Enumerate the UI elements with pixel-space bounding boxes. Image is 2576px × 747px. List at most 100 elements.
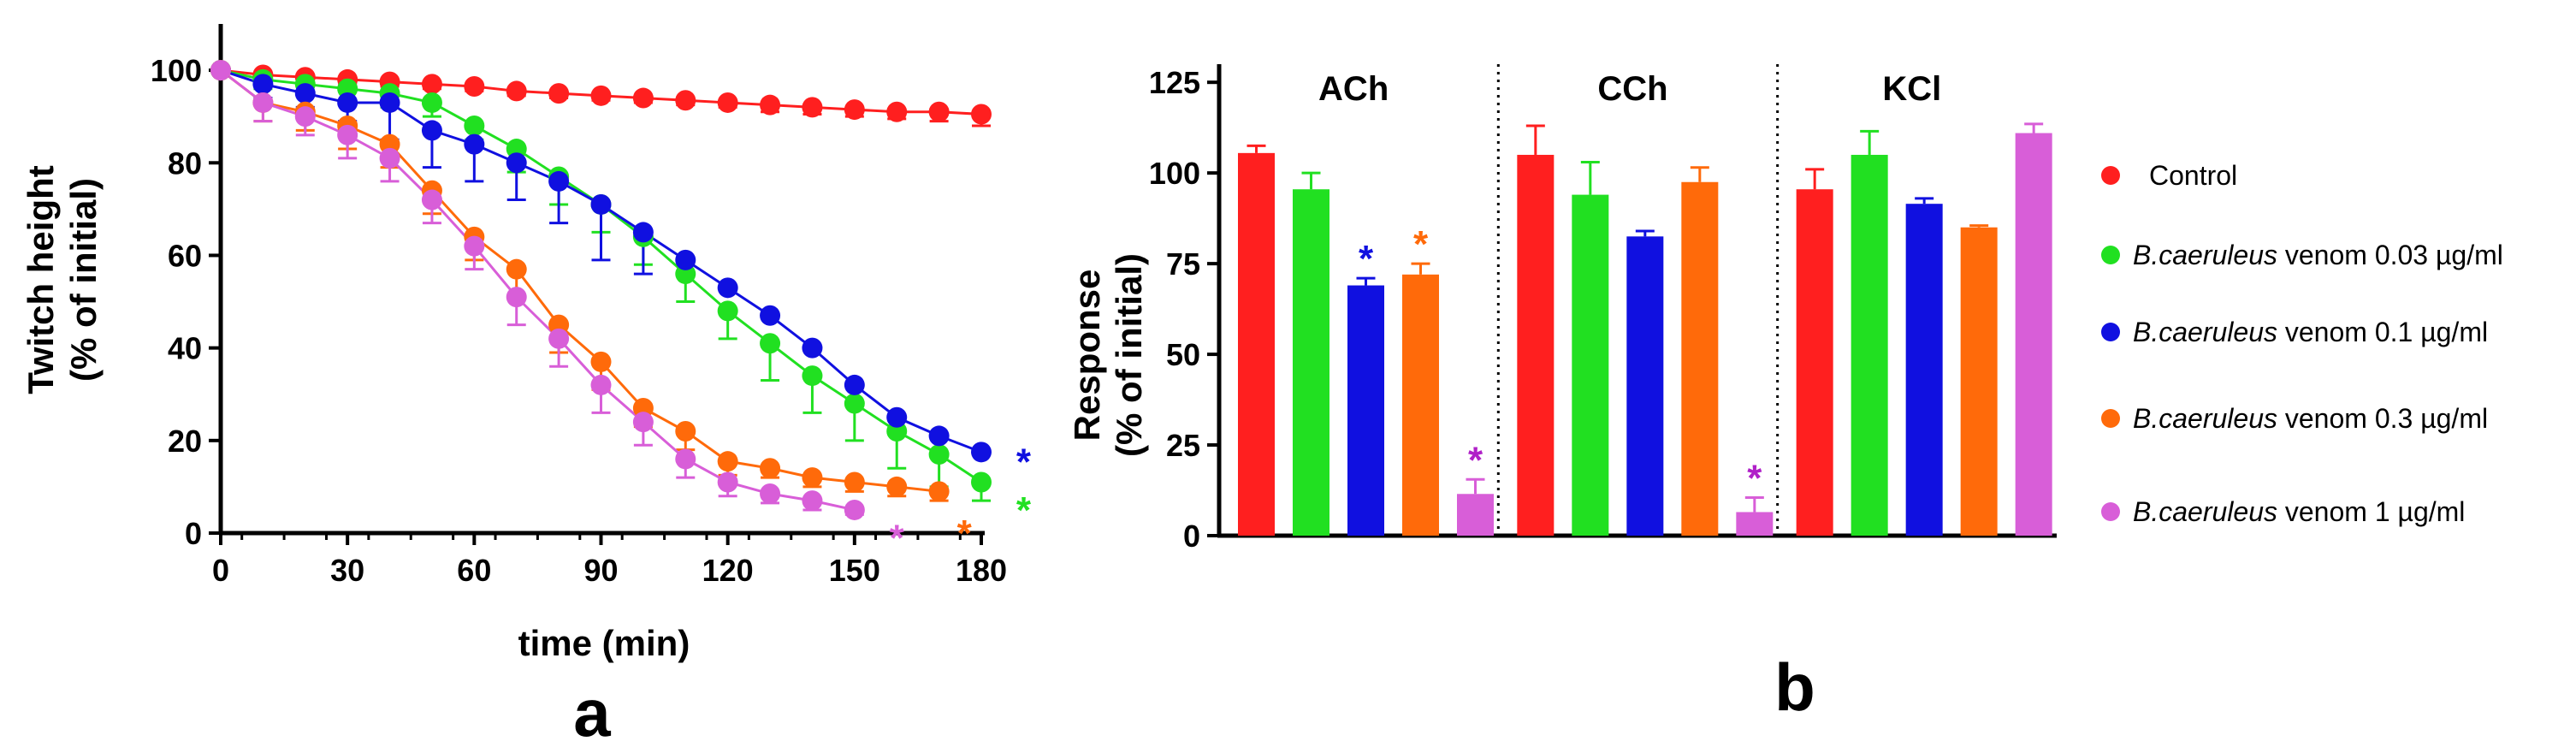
panel-a-data-point [590, 351, 612, 372]
panel-a-data-point [464, 116, 485, 136]
panel-a-data-point [928, 101, 950, 122]
legend-entry-text: venom 0.3 µg/ml [2277, 403, 2488, 434]
panel-a-data-point [844, 393, 865, 414]
panel-b-y-tick-label: 50 [1166, 337, 1200, 372]
legend-entry: Control [2149, 160, 2237, 191]
panel-a-significance-star: * [890, 518, 905, 560]
panel-a-y-tick-label: 100 [151, 53, 202, 88]
panel-a-data-point [337, 92, 358, 113]
panel-a-data-point [844, 499, 865, 520]
panel-a-data-point [675, 90, 696, 111]
panel-a-significance-star: * [1016, 441, 1032, 483]
panel-a-data-point [506, 258, 527, 280]
panel-b-significance-star: * [1468, 439, 1483, 481]
panel-a-data-point [294, 106, 316, 127]
panel-b-y-tick-label: 75 [1166, 246, 1200, 282]
panel-a-data-point [802, 467, 823, 489]
panel-a-significance-star: * [1016, 489, 1032, 531]
panel-a-data-point [421, 74, 442, 95]
panel-b-y-axis-label-line2: (% of initial) [1109, 253, 1149, 457]
legend-species-name: B.caeruleus [2133, 403, 2277, 434]
panel-a-data-point [802, 490, 823, 512]
panel-b-group-label: KCl [1882, 70, 1941, 108]
panel-a-data-point [717, 277, 738, 299]
legend-entry-text: venom 0.1 µg/ml [2277, 317, 2488, 347]
panel-a-data-point [464, 133, 485, 155]
panel-a-data-point [294, 83, 316, 104]
panel-a-data-point [421, 189, 442, 210]
panel-a-data-point [675, 448, 696, 470]
panel-a-x-tick-label: 120 [702, 553, 754, 588]
panel-a-data-point [971, 104, 992, 125]
panel-a-data-point [844, 99, 865, 121]
legend: Control B.caeruleus venom 0.03 µg/ml B.cae… [2101, 160, 2503, 527]
panel-a-data-point [210, 60, 231, 81]
panel-a-series-line [220, 68, 982, 483]
legend-entry-text: venom 0.03 µg/ml [2277, 240, 2503, 270]
legend-entry-text: Control [2149, 160, 2237, 191]
panel-b-y-axis-label-line1: Response [1067, 270, 1107, 442]
panel-a-data-point [632, 412, 654, 433]
panel-a-data-point [886, 406, 908, 428]
panel-b-bar [1851, 154, 1888, 536]
panel-a-label: a [573, 675, 611, 747]
panel-a-data-point [590, 85, 612, 106]
panel-b-bar-chart: Response (% of initial) b 0 25 50 75 100 125 A… [1067, 64, 2057, 725]
panel-a-data-point [421, 92, 442, 113]
legend-marker [2101, 409, 2120, 428]
panel-b-bar [1796, 189, 1833, 536]
legend-marker [2101, 246, 2120, 264]
panel-a-data-point [802, 97, 823, 118]
panel-b-bar [2015, 133, 2052, 536]
panel-a-data-point [632, 87, 654, 109]
panel-a-data-point [717, 451, 738, 472]
panel-a-data-point [760, 333, 781, 354]
panel-b-label: b [1774, 649, 1815, 725]
legend-marker [2101, 323, 2120, 341]
panel-b-bar [1402, 274, 1439, 536]
panel-a-data-point [717, 471, 738, 493]
panel-a-data-point [464, 235, 485, 257]
panel-a-data-point [844, 471, 865, 493]
panel-a-data-point [421, 120, 442, 141]
panel-a-data-point [760, 458, 781, 479]
panel-b-significance-star: * [1747, 457, 1762, 499]
panel-a-data-point [548, 170, 570, 192]
panel-b-bar [1736, 512, 1774, 536]
panel-a-data-point [886, 101, 908, 122]
legend-species-name: B.caeruleus [2133, 496, 2277, 527]
panel-a-data-point [252, 92, 274, 113]
panel-a-y-tick-label: 40 [168, 331, 202, 366]
panel-a-data-point [506, 287, 527, 308]
panel-a-data-point [379, 147, 400, 169]
panel-b-group-label: CCh [1597, 70, 1667, 108]
panel-a-data-point [252, 74, 274, 95]
panel-b-bar [1517, 154, 1554, 536]
panel-b-bar [1293, 189, 1329, 536]
panel-a-y-tick-label: 0 [185, 516, 202, 551]
panel-a-x-tick-label: 90 [583, 553, 618, 588]
panel-a-data-point [590, 374, 612, 395]
panel-a-x-tick-label: 0 [212, 553, 229, 588]
legend-marker [2101, 502, 2120, 521]
panel-a-data-point [548, 83, 570, 104]
panel-a-data-point [717, 300, 738, 322]
panel-a-line-chart: Twitch height (% of initial) time (min) … [21, 24, 1032, 747]
legend-species-name: B.caeruleus [2133, 317, 2277, 347]
panel-a-y-tick-label: 20 [168, 424, 202, 459]
panel-b-y-tick-label: 100 [1149, 156, 1200, 191]
panel-a-data-point [928, 444, 950, 465]
panel-a-data-point [886, 476, 908, 497]
panel-a-series-line [220, 68, 939, 493]
legend-entry: B.caeruleus venom 1 µg/ml [2133, 496, 2465, 527]
panel-a-x-axis-label: time (min) [518, 623, 690, 663]
panel-a-data-point [632, 222, 654, 243]
legend-marker [2101, 166, 2120, 185]
panel-b-significance-star: * [1413, 223, 1429, 265]
panel-a-data-point [760, 483, 781, 505]
panel-a-x-tick-label: 180 [956, 553, 1007, 588]
panel-a-series-line [220, 68, 856, 512]
panel-a-data-point [760, 305, 781, 326]
panel-b-y-tick-label: 0 [1183, 519, 1200, 554]
